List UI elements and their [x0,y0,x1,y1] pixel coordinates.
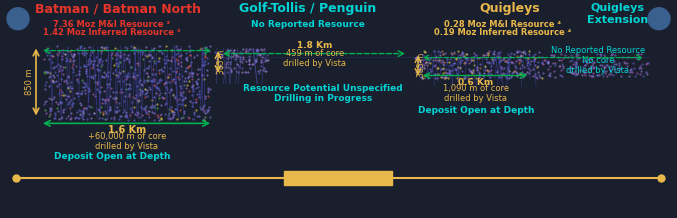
Text: No Reported Resource
No core
drilled by Vista: No Reported Resource No core drilled by … [551,46,645,75]
FancyBboxPatch shape [284,171,392,185]
Text: Resource Potential Unspecified
Drilling in Progress: Resource Potential Unspecified Drilling … [243,84,403,103]
Text: B: B [654,12,663,25]
Text: No Reported Resource: No Reported Resource [251,20,365,29]
Text: 1.6 Km: 1.6 Km [108,125,146,135]
Text: 1,090 m of core
drilled by Vista: 1,090 m of core drilled by Vista [443,84,509,103]
Text: 5.4 Km Strike: 5.4 Km Strike [298,173,378,183]
Text: 459 m of core
drilled by Vista: 459 m of core drilled by Vista [284,49,347,68]
Text: 385 m: 385 m [418,53,427,77]
Text: Quigleys
Extension: Quigleys Extension [588,3,649,25]
Text: 0.28 Moz M&I Resource ⁴: 0.28 Moz M&I Resource ⁴ [444,20,561,29]
Text: Batman / Batman North: Batman / Batman North [35,2,201,15]
Text: 0.6 Km: 0.6 Km [458,78,494,87]
Text: Golf-Tollis / Penguin: Golf-Tollis / Penguin [240,2,376,15]
Text: A: A [13,12,23,25]
Text: 385 m: 385 m [217,49,227,74]
Circle shape [7,8,29,30]
Text: 1.42 Moz Inferred Resource ³: 1.42 Moz Inferred Resource ³ [43,28,181,37]
Text: +60,000 m of core
drilled by Vista: +60,000 m of core drilled by Vista [88,132,166,151]
Text: 850 m: 850 m [25,69,34,95]
Text: 1.8 Km: 1.8 Km [297,41,332,50]
Text: 7.36 Moz M&I Resource ³: 7.36 Moz M&I Resource ³ [53,20,171,29]
Text: Quigleys: Quigleys [480,2,540,15]
Text: Deposit Open at Depth: Deposit Open at Depth [418,106,534,115]
Text: 0.19 Moz Inferred Resource ⁴: 0.19 Moz Inferred Resource ⁴ [435,28,571,37]
Circle shape [648,8,670,30]
Text: Deposit Open at Depth: Deposit Open at Depth [53,152,170,161]
